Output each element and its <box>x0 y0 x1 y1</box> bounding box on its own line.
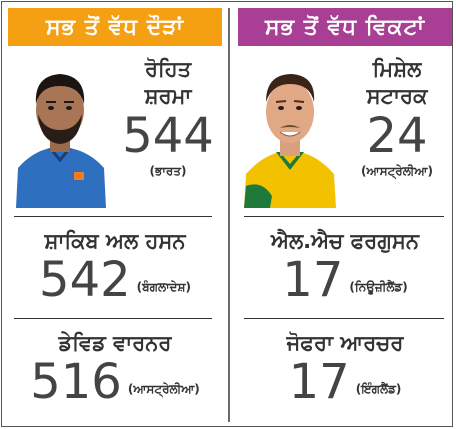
most-wickets-column: ਸਭ ਤੋਂ ਵੱਧ ਵਿਕਟਾਂ <box>234 2 456 426</box>
player-country: (ਬੰਗਲਾਦੇਸ਼) <box>136 280 191 294</box>
player-name-line1: ਮਿਸ਼ੇਲ <box>372 57 422 81</box>
player-name: ਡੇਵਿਡ ਵਾਰਨਰ <box>58 331 172 355</box>
mitchell-starc-photo <box>242 56 338 208</box>
top-wicket-taker: ਮਿਸ਼ੇਲ ਸਟਾਰਕ 24 (ਆਸਟ੍ਰੇਲੀਆ) <box>340 56 454 179</box>
player-country: (ਇੰਗਲੈਂਡ) <box>355 382 402 396</box>
player-name: ਐਲ.ਐਚ ਫਰਗੁਸਨ <box>270 229 420 253</box>
third-run-scorer: ਡੇਵਿਡ ਵਾਰਨਰ 516 (ਆਸਟ੍ਰੇਲੀਆ) <box>2 330 228 410</box>
divider <box>244 216 444 217</box>
divider <box>14 216 212 217</box>
most-runs-column: ਸਭ ਤੋਂ ਵੱਧ ਦੌੜਾਂ <box>2 2 228 426</box>
runs-value: 516 <box>30 354 122 410</box>
player-portrait-rohit <box>12 56 108 208</box>
second-run-scorer: ਸ਼ਾਕਿਬ ਅਲ ਹਸਨ 542 (ਬੰਗਲਾਦੇਸ਼) <box>2 228 228 308</box>
third-wicket-taker: ਜੋਫਰਾ ਆਰਚਰ 17 (ਇੰਗਲੈਂਡ) <box>234 330 456 410</box>
player-name-line1: ਰੋਹਿਤ <box>144 57 192 81</box>
player-country: (ਆਸਟ੍ਰੇਲੀਆ) <box>127 382 200 396</box>
rohit-sharma-photo <box>12 56 108 208</box>
top-run-scorer: ਰੋਹਿਤ ਸ਼ਰਮਾ 544 (ਭਾਰਤ) <box>110 56 226 179</box>
runs-value: 542 <box>39 252 131 308</box>
player-name: ਸ਼ਾਕਿਬ ਅਲ ਹਸਨ <box>44 229 186 253</box>
second-wicket-taker: ਐਲ.ਐਚ ਫਰਗੁਸਨ 17 (ਨਿਊਜ਼ੀਲੈਂਡ) <box>234 228 456 308</box>
player-country: (ਭਾਰਤ) <box>149 164 187 178</box>
player-name: ਜੋਫਰਾ ਆਰਚਰ <box>286 331 404 355</box>
wickets-value: 24 <box>366 108 428 164</box>
wickets-value: 17 <box>282 252 344 308</box>
runs-value: 544 <box>122 108 214 164</box>
wickets-value: 17 <box>288 354 350 410</box>
player-country: (ਨਿਊਜ਼ੀਲੈਂਡ) <box>349 280 408 294</box>
column-divider <box>228 8 230 422</box>
player-name-line2: ਸ਼ਰਮਾ <box>144 84 192 108</box>
player-portrait-starc <box>242 56 338 208</box>
divider <box>244 318 444 319</box>
player-name-line2: ਸਟਾਰਕ <box>366 84 428 108</box>
most-wickets-header: ਸਭ ਤੋਂ ਵੱਧ ਵਿਕਟਾਂ <box>238 8 452 46</box>
most-runs-header: ਸਭ ਤੋਂ ਵੱਧ ਦੌੜਾਂ <box>8 8 222 46</box>
divider <box>14 318 212 319</box>
player-country: (ਆਸਟ੍ਰੇਲੀਆ) <box>361 164 433 178</box>
